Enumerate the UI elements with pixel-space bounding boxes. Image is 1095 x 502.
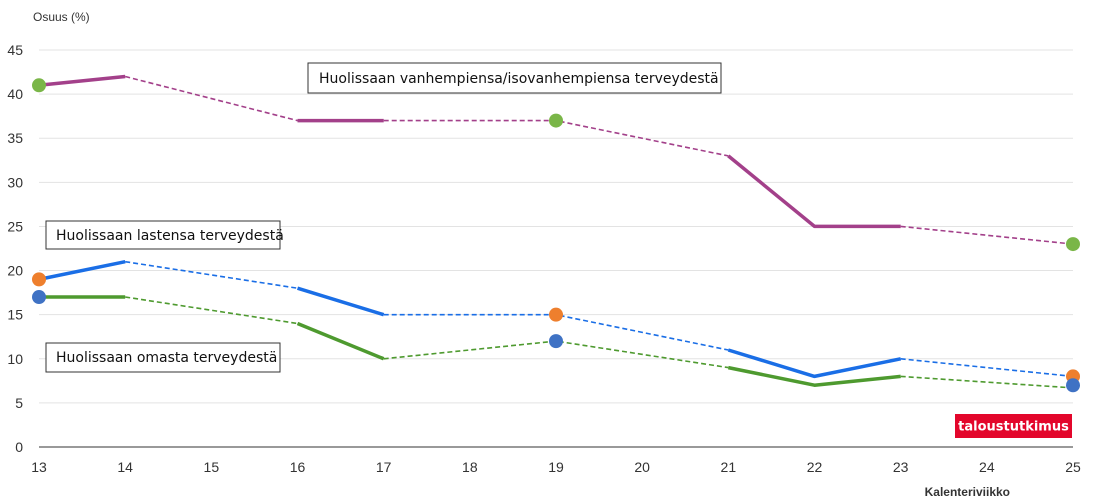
series-label-children: Huolissaan lastensa terveydestä [45,220,284,250]
x-tick-label: 24 [979,459,995,475]
y-tick-label: 30 [7,174,23,190]
x-tick-label: 22 [807,459,823,475]
series-1-dashed-segment [125,260,298,289]
x-tick-label: 23 [893,459,909,475]
data-point-marker [549,334,563,349]
x-tick-label: 18 [462,459,478,475]
y-axis-title: Osuus (%) [33,10,90,24]
data-point-marker [32,290,46,305]
series-label-own-text: Huolissaan omasta terveydestä [56,350,277,366]
x-tick-label: 25 [1065,459,1081,475]
y-tick-label: 45 [7,42,23,58]
series-0-solid-segment [727,154,901,229]
y-tick-label: 25 [7,218,23,234]
x-tick-label: 15 [204,459,220,475]
data-point-marker [1066,237,1080,252]
x-tick-label: 13 [31,459,47,475]
series-lines [38,74,1074,389]
series-2-dashed-segment [900,375,1074,389]
data-point-marker [1066,378,1080,393]
series-2-solid-segment [727,365,901,387]
x-tick-label: 14 [117,459,133,475]
series-2-solid-segment [296,321,385,361]
series-2-dashed-segment [125,296,298,325]
data-markers [32,78,1080,393]
series-label-children-text: Huolissaan lastensa terveydestä [56,228,284,244]
x-tick-label: 19 [548,459,564,475]
y-tick-label: 20 [7,263,23,279]
series-0-dashed-segment [125,75,298,122]
series-1-solid-segment [727,348,902,379]
data-point-marker [549,307,563,322]
series-1-solid-segment [296,286,385,317]
x-tick-label: 16 [290,459,306,475]
series-label-parents: Huolissaan vanhempiensa/isovanhempiensa … [307,62,722,94]
data-point-marker [32,272,46,287]
series-1-solid-segment [38,259,126,282]
brand-badge: taloustutkimus [955,414,1072,438]
tick-labels: 0 5 10 15 20 25 30 35 40 45 13 14 15 16 17 18 19 20 21 22 23… [7,42,1081,475]
y-tick-label: 10 [7,351,23,367]
x-tick-label: 21 [721,459,737,475]
series-0-solid-segment [38,74,126,88]
series-1-dashed-segment [900,358,1074,378]
y-tick-label: 40 [7,86,23,102]
x-axis-title: Kalenteriviikko [925,485,1010,499]
x-tick-label: 17 [376,459,392,475]
x-tick-label: 20 [634,459,650,475]
y-tick-label: 0 [15,439,23,455]
y-tick-label: 35 [7,130,23,146]
series-label-own: Huolissaan omasta terveydestä [45,342,281,373]
y-tick-label: 15 [7,307,23,323]
series-2-dashed-segment [383,340,729,369]
data-point-marker [32,78,46,93]
y-tick-label: 5 [15,395,23,411]
series-0-dashed-segment [900,225,1074,245]
series-label-parents-text: Huolissaan vanhempiensa/isovanhempiensa … [319,71,719,87]
brand-text: taloustutkimus [958,420,1069,435]
data-point-marker [549,113,563,128]
